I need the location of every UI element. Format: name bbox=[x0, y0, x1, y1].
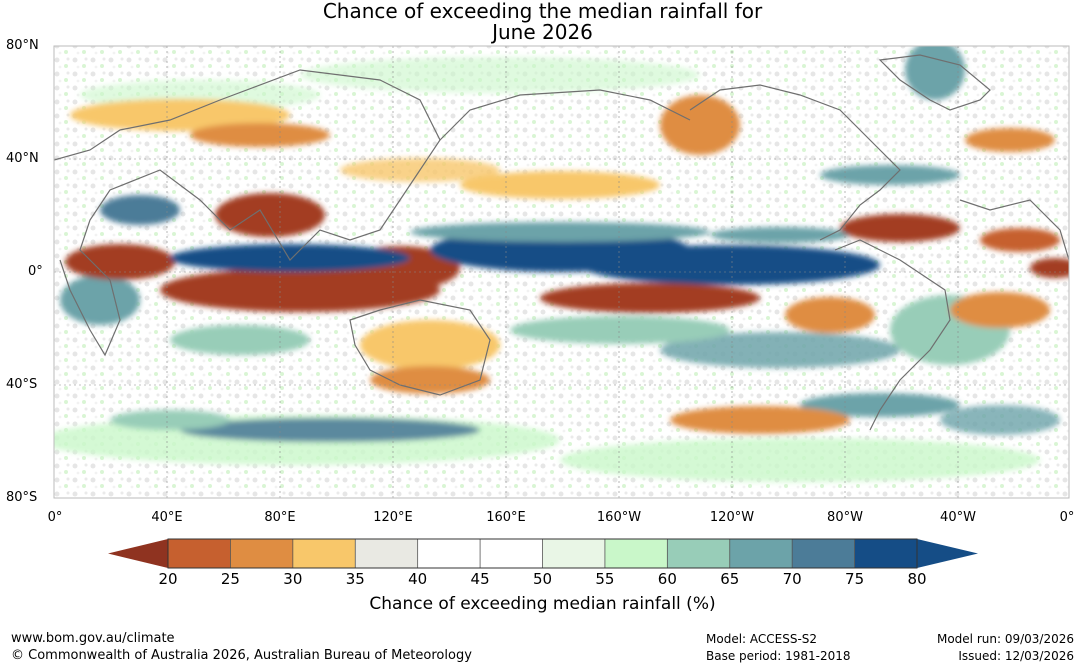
footer-issued: Issued: 12/03/2026 bbox=[958, 649, 1074, 663]
colorbar-high-arrow bbox=[917, 539, 978, 568]
colorbar-segment bbox=[667, 539, 731, 568]
colorbar-tick-label: 30 bbox=[283, 570, 303, 588]
lat-label-40n: 40°N bbox=[6, 151, 39, 166]
lon-label-40w: 40°W bbox=[940, 510, 976, 525]
colorbar-segment bbox=[792, 539, 856, 568]
footer-website: www.bom.gov.au/climate bbox=[11, 631, 175, 646]
colorbar-tick-label: 50 bbox=[532, 570, 553, 588]
colorbar-low-arrow bbox=[108, 539, 168, 568]
colorbar-segment bbox=[292, 539, 356, 568]
colorbar-segment bbox=[604, 539, 668, 568]
footer-base-period: Base period: 1981-2018 bbox=[706, 649, 851, 663]
footer-model-run: Model run: 09/03/2026 bbox=[936, 632, 1074, 646]
colorbar-tick-label: 25 bbox=[220, 570, 240, 588]
lon-label-80w: 80°W bbox=[827, 510, 863, 525]
colorbar-tick-label: 35 bbox=[345, 570, 365, 588]
colorbar bbox=[108, 538, 978, 569]
colorbar-segment bbox=[729, 539, 793, 568]
graticule bbox=[54, 46, 1069, 498]
colorbar-segment bbox=[480, 539, 543, 568]
chart-title-line1: Chance of exceeding the median rainfall … bbox=[322, 0, 763, 23]
colorbar-segment bbox=[417, 539, 481, 568]
colorbar-segment bbox=[230, 539, 294, 568]
lon-label-40e: 40°E bbox=[151, 510, 183, 525]
lat-label-0: 0° bbox=[28, 264, 43, 279]
lon-label-0-left: 0° bbox=[47, 510, 63, 525]
lon-label-120w: 120°W bbox=[709, 510, 755, 525]
colorbar-tick-label: 75 bbox=[845, 570, 865, 588]
colorbar-label: Chance of exceeding median rainfall (%) bbox=[369, 594, 716, 614]
lon-label-80e: 80°E bbox=[264, 510, 296, 525]
coastlines bbox=[54, 54, 1069, 431]
footer-model: Model: ACCESS-S2 bbox=[706, 632, 818, 646]
rainfall-map bbox=[53, 45, 1070, 499]
chart-title-line2: June 2026 bbox=[492, 20, 593, 44]
colorbar-tick-label: 55 bbox=[595, 570, 615, 588]
colorbar-tick-label: 80 bbox=[907, 570, 927, 588]
lon-label-160w: 160°W bbox=[596, 510, 642, 525]
colorbar-segment bbox=[168, 539, 231, 568]
colorbar-tick-label: 45 bbox=[470, 570, 490, 588]
colorbar-tick-label: 40 bbox=[408, 570, 428, 588]
lon-label-0-right: 0° bbox=[1059, 510, 1075, 525]
colorbar-tick-label: 60 bbox=[657, 570, 677, 588]
lon-label-120e: 120°E bbox=[373, 510, 413, 525]
colorbar-tick-label: 65 bbox=[720, 570, 740, 588]
lat-label-80n: 80°N bbox=[6, 38, 39, 53]
colorbar-segment bbox=[355, 539, 419, 568]
footer-copyright: © Commonwealth of Australia 2026, Austra… bbox=[11, 648, 472, 663]
lat-label-40s: 40°S bbox=[6, 377, 38, 392]
colorbar-tick-label: 20 bbox=[158, 570, 178, 588]
colorbar-segment bbox=[542, 539, 606, 568]
lon-label-160e: 160°E bbox=[486, 510, 526, 525]
colorbar-segment bbox=[854, 539, 918, 568]
map-field bbox=[54, 46, 1069, 498]
colorbar-tick-label: 70 bbox=[782, 570, 802, 588]
lat-label-80s: 80°S bbox=[6, 490, 38, 505]
